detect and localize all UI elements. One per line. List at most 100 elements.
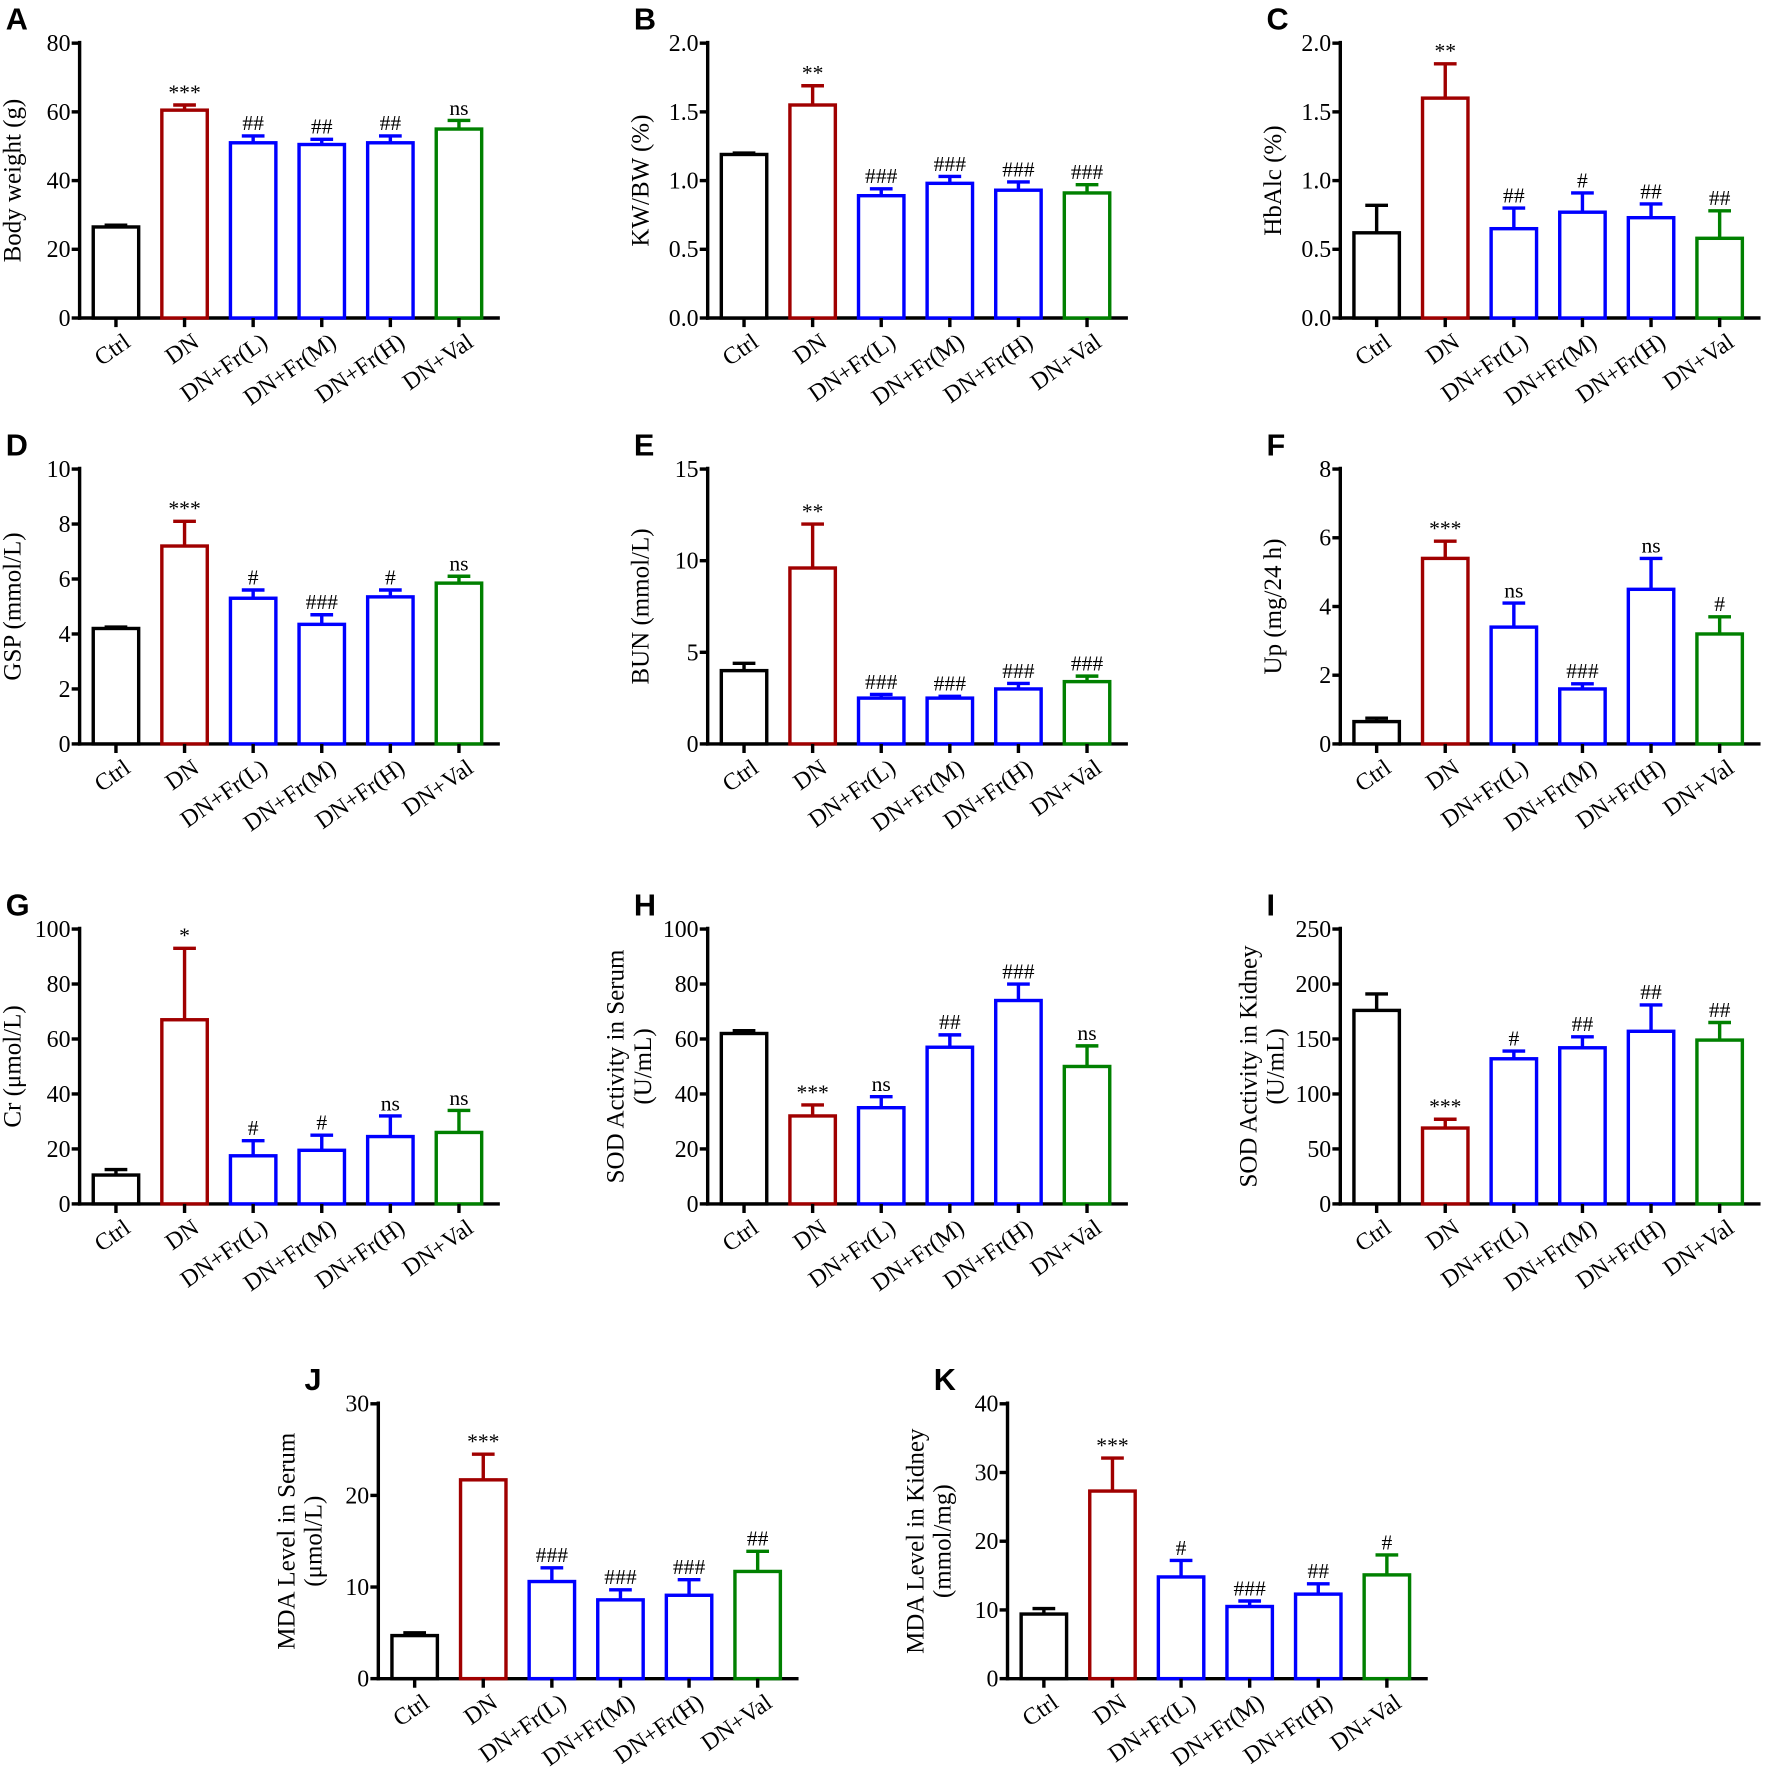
significance-label: ** — [802, 499, 824, 523]
y-tick-label: 10 — [975, 1598, 999, 1624]
significance-label: # — [385, 565, 396, 589]
y-tick-label: 20 — [345, 1483, 369, 1509]
x-tick-label: Ctrl — [90, 329, 136, 372]
significance-label: ## — [939, 1010, 961, 1034]
bar-Ctrl — [719, 152, 769, 320]
bar-DN — [788, 566, 838, 746]
significance-label: ns — [381, 1091, 400, 1115]
panel-letter: B — [634, 3, 656, 37]
bar-DN+Fr(L) — [1489, 226, 1539, 320]
bar-DN+Val — [1695, 632, 1745, 746]
significance-label: *** — [467, 1430, 499, 1454]
x-tick-label: DN+Val — [1659, 329, 1739, 396]
y-tick-label: 30 — [975, 1460, 999, 1486]
bar-DN+Val — [1062, 1064, 1112, 1206]
bar-DN+Fr(M) — [925, 181, 975, 320]
bar-DN+Fr(H) — [994, 687, 1043, 746]
significance-label: # — [316, 1111, 327, 1135]
y-axis-label: Up (mg/24 h) — [1260, 539, 1287, 675]
bar-DN+Fr(H) — [365, 141, 415, 320]
y-tick-label: 0 — [987, 1667, 999, 1693]
x-tick-label: DN+Val — [1659, 1215, 1739, 1282]
y-tick-label: 2 — [1319, 663, 1331, 689]
bar-DN+Val — [434, 127, 484, 320]
significance-label: * — [179, 924, 190, 948]
y-tick-label: 20 — [675, 1137, 699, 1163]
significance-label: ns — [1077, 1021, 1096, 1045]
y-tick-label: 2 — [59, 677, 71, 703]
bar-DN+Fr(H) — [1626, 587, 1676, 746]
x-tick-label: DN — [789, 1215, 832, 1256]
x-tick-label: DN+Val — [697, 1689, 777, 1756]
y-tick-label: 4 — [59, 622, 71, 648]
y-tick-label: 8 — [59, 512, 71, 538]
panel-letter: K — [934, 1363, 956, 1397]
y-tick-label: 100 — [35, 917, 71, 943]
panel-letter: A — [6, 3, 28, 37]
x-tick-label: Ctrl — [718, 755, 764, 798]
y-tick-label: 6 — [59, 567, 71, 593]
bar-DN+Val — [1062, 679, 1112, 746]
bar-DN+Val — [1062, 191, 1112, 320]
bar-Ctrl — [719, 1031, 769, 1206]
y-tick-label: 0 — [59, 1192, 71, 1218]
significance-label: ### — [1566, 659, 1599, 683]
y-axis-label: MDA Level in Serum — [273, 1432, 300, 1650]
bar-DN+Fr(H) — [1626, 215, 1676, 320]
significance-label: ns — [872, 1072, 891, 1096]
y-axis-label: SOD Activity in Kidney — [1235, 945, 1262, 1188]
y-tick-label: 0 — [59, 306, 71, 332]
y-axis-label: Body weight (g) — [0, 99, 27, 263]
y-tick-label: 60 — [47, 1027, 71, 1053]
significance-label: ### — [934, 672, 967, 696]
significance-label: ** — [1434, 39, 1456, 63]
significance-label: *** — [1096, 1433, 1128, 1457]
significance-label: ## — [1503, 183, 1525, 207]
y-tick-label: 1.0 — [669, 169, 699, 195]
x-tick-label: Ctrl — [389, 1689, 435, 1732]
bar-Ctrl — [91, 1173, 141, 1206]
y-tick-label: 200 — [1295, 972, 1331, 998]
bar-Ctrl — [1352, 1008, 1402, 1206]
bar-DN+Fr(M) — [1558, 1046, 1607, 1206]
x-tick-label: Ctrl — [1018, 1689, 1064, 1732]
significance-label: ns — [449, 552, 468, 576]
bar-DN+Fr(M) — [297, 622, 347, 746]
x-tick-label: DN — [161, 1215, 204, 1256]
bar-DN+Fr(L) — [1489, 1057, 1539, 1206]
significance-label: ## — [1709, 186, 1731, 210]
panel-letter: F — [1266, 428, 1285, 462]
bar-DN+Fr(M) — [1225, 1604, 1275, 1681]
bar-DN+Fr(M) — [925, 1045, 975, 1206]
panel-letter: D — [6, 428, 28, 462]
y-axis-label-unit: (mmol/mg) — [930, 1484, 957, 1598]
bar-DN+Fr(L) — [856, 696, 906, 746]
bar-DN+Fr(H) — [1293, 1592, 1343, 1681]
significance-label: ## — [380, 111, 402, 135]
bar-DN — [1420, 556, 1470, 746]
significance-label: *** — [168, 80, 200, 104]
bar-DN — [1420, 1126, 1470, 1206]
bar-Ctrl — [390, 1633, 440, 1681]
bar-DN+Fr(L) — [228, 1154, 278, 1206]
y-tick-label: 0 — [687, 732, 699, 758]
significance-label: *** — [796, 1080, 828, 1104]
significance-label: ## — [1709, 998, 1731, 1022]
y-axis-label-unit: (U/mL) — [630, 1028, 657, 1104]
bar-DN+Val — [1362, 1573, 1412, 1681]
y-tick-label: 10 — [345, 1575, 369, 1601]
y-tick-label: 20 — [975, 1529, 999, 1555]
x-tick-label: DN — [789, 329, 832, 370]
y-tick-label: 60 — [675, 1027, 699, 1053]
bar-DN+Fr(L) — [527, 1579, 577, 1681]
bar-DN+Fr(L) — [1489, 625, 1539, 746]
bar-DN — [160, 544, 209, 746]
y-tick-label: 1.5 — [1301, 100, 1331, 126]
panel-j: J MDA Level in Serum (μmol/L) 0 10 20 30 Ctrl DN… — [273, 1363, 799, 1772]
y-tick-label: 40 — [47, 169, 71, 195]
